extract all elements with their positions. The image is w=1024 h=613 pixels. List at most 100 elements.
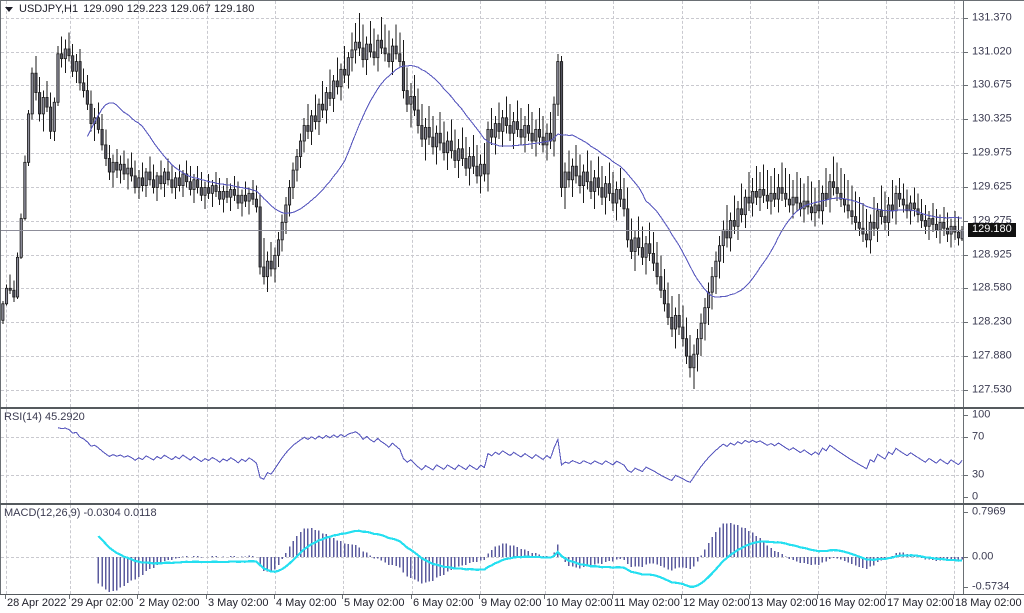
vertical-gridline bbox=[954, 505, 955, 594]
vertical-gridline bbox=[750, 505, 751, 594]
time-axis-label: 4 May 02:00 bbox=[276, 597, 337, 609]
horizontal-gridline bbox=[1, 356, 964, 357]
horizontal-gridline bbox=[1, 187, 964, 188]
rsi-level-line bbox=[1, 475, 964, 476]
vertical-gridline bbox=[138, 409, 139, 503]
horizontal-gridline bbox=[1, 52, 964, 53]
rsi-indicator-panel[interactable]: 100 70 30 0 RSI(14) 45.2920 bbox=[0, 408, 1024, 504]
axis-tick bbox=[964, 587, 968, 588]
axis-label: 127.880 bbox=[972, 349, 1012, 362]
vertical-gridline bbox=[70, 505, 71, 594]
vertical-gridline bbox=[886, 505, 887, 594]
vertical-gridline bbox=[6, 1, 7, 407]
axis-tick bbox=[964, 390, 968, 391]
rsi-series bbox=[57, 427, 963, 483]
vertical-gridline bbox=[480, 1, 481, 407]
current-price-line bbox=[1, 230, 964, 231]
axis-label: 70 bbox=[972, 430, 985, 443]
rsi-axis[interactable]: 100 70 30 0 bbox=[963, 409, 1023, 503]
axis-tick bbox=[964, 255, 968, 256]
axis-label: 100 bbox=[972, 408, 991, 421]
time-tick bbox=[69, 595, 70, 599]
vertical-gridline bbox=[613, 505, 614, 594]
axis-label: 129.275 bbox=[972, 214, 1012, 227]
macd-axis[interactable]: 0.7969 0.00 -0.5734 bbox=[963, 505, 1023, 594]
time-tick bbox=[479, 595, 480, 599]
vertical-gridline bbox=[207, 1, 208, 407]
time-tick bbox=[612, 595, 613, 599]
axis-tick bbox=[964, 85, 968, 86]
time-axis[interactable]: 28 Apr 2022 29 Apr 02:00 2 May 02:00 3 May … bbox=[0, 595, 1024, 613]
axis-label: 30 bbox=[972, 468, 985, 481]
vertical-gridline bbox=[886, 1, 887, 407]
vertical-gridline bbox=[138, 1, 139, 407]
axis-tick bbox=[964, 221, 968, 222]
vertical-gridline bbox=[412, 1, 413, 407]
vertical-gridline bbox=[682, 1, 683, 407]
axis-label: 0 bbox=[972, 490, 979, 503]
rsi-level-line bbox=[1, 437, 964, 438]
horizontal-gridline bbox=[1, 153, 964, 154]
vertical-gridline bbox=[613, 409, 614, 503]
triangle-down-icon[interactable] bbox=[5, 6, 13, 12]
vertical-gridline bbox=[545, 505, 546, 594]
time-axis-label: 16 May 02:00 bbox=[819, 597, 886, 609]
vertical-gridline bbox=[275, 505, 276, 594]
vertical-gridline bbox=[275, 1, 276, 407]
axis-label: 129.975 bbox=[972, 146, 1012, 159]
axis-tick bbox=[964, 52, 968, 53]
horizontal-gridline bbox=[1, 221, 964, 222]
time-axis-label: 3 May 02:00 bbox=[208, 597, 269, 609]
vertical-gridline bbox=[6, 505, 7, 594]
axis-tick bbox=[964, 497, 968, 498]
time-axis-label: 12 May 02:00 bbox=[683, 597, 750, 609]
time-tick bbox=[953, 595, 954, 599]
vertical-gridline bbox=[480, 505, 481, 594]
macd-indicator-panel[interactable]: 0.7969 0.00 -0.5734 MACD(12,26,9) -0.0304 … bbox=[0, 504, 1024, 595]
axis-tick bbox=[964, 437, 968, 438]
time-axis-label: 5 May 02:00 bbox=[344, 597, 405, 609]
rsi-plot-area[interactable] bbox=[1, 409, 964, 503]
price-panel-left-border bbox=[0, 1, 1, 407]
time-axis-label: 17 May 02:00 bbox=[887, 597, 954, 609]
time-tick bbox=[137, 595, 138, 599]
chart-symbol-label: USDJPY,H1 bbox=[19, 3, 79, 15]
time-axis-label: 29 Apr 02:00 bbox=[71, 597, 134, 609]
axis-label: 130.675 bbox=[972, 78, 1012, 91]
axis-tick bbox=[964, 187, 968, 188]
price-axis[interactable]: 131.370 131.020 130.675 130.325 129.975 129.6… bbox=[963, 1, 1023, 407]
axis-tick bbox=[964, 557, 968, 558]
axis-label: 127.530 bbox=[972, 383, 1012, 396]
price-plot-area[interactable] bbox=[1, 1, 964, 407]
axis-label: 129.625 bbox=[972, 180, 1012, 193]
time-axis-label: 9 May 02:00 bbox=[481, 597, 542, 609]
price-chart-panel[interactable]: 131.370 131.020 130.675 130.325 129.975 129.6… bbox=[0, 0, 1024, 408]
axis-tick bbox=[964, 153, 968, 154]
axis-tick bbox=[964, 356, 968, 357]
axis-tick bbox=[964, 322, 968, 323]
axis-tick bbox=[964, 18, 968, 19]
time-tick bbox=[885, 595, 886, 599]
vertical-gridline bbox=[682, 505, 683, 594]
vertical-gridline bbox=[750, 1, 751, 407]
vertical-gridline bbox=[545, 409, 546, 503]
axis-label: 131.370 bbox=[972, 11, 1012, 24]
horizontal-gridline bbox=[1, 85, 964, 86]
time-tick bbox=[5, 595, 6, 599]
axis-tick bbox=[964, 415, 968, 416]
chart-ohlc-quotes: 129.090 129.223 129.067 129.180 bbox=[83, 3, 255, 15]
vertical-gridline bbox=[138, 505, 139, 594]
vertical-gridline bbox=[343, 1, 344, 407]
macd-plot-area[interactable] bbox=[1, 505, 964, 594]
current-price-tag: 129.180 bbox=[968, 223, 1016, 237]
horizontal-gridline bbox=[1, 255, 964, 256]
axis-label: 128.925 bbox=[972, 248, 1012, 261]
vertical-gridline bbox=[818, 409, 819, 503]
vertical-gridline bbox=[70, 1, 71, 407]
time-axis-label: 2 May 02:00 bbox=[139, 597, 200, 609]
time-axis-label: 28 Apr 2022 bbox=[7, 597, 67, 609]
vertical-gridline bbox=[6, 409, 7, 503]
vertical-gridline bbox=[275, 409, 276, 503]
time-axis-label: 10 May 02:00 bbox=[546, 597, 613, 609]
